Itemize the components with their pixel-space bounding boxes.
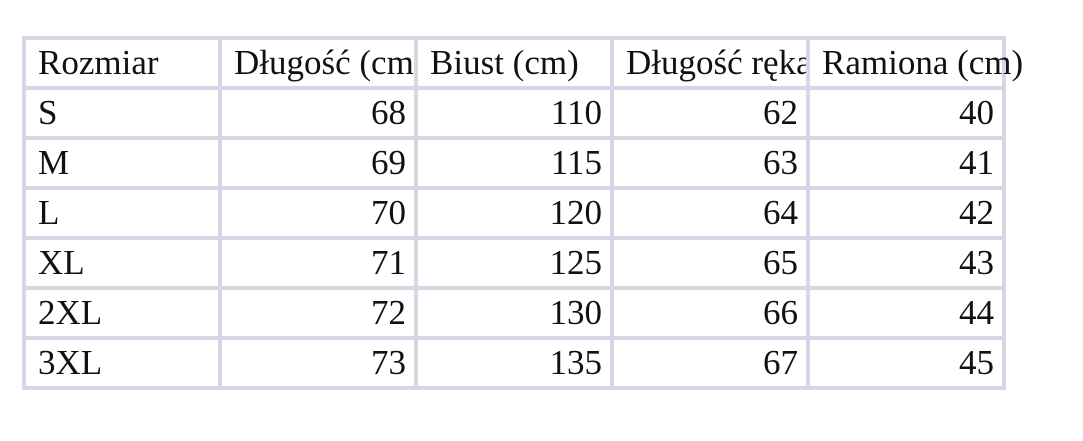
header-row: Rozmiar Długość (cm) Biust (cm) Długość …: [22, 36, 1023, 90]
table-row: 3XL 73 135 67 45: [22, 336, 1006, 390]
cell-sleeve-length: 62: [610, 86, 810, 140]
cell-length: 71: [218, 236, 418, 290]
cell-sleeve-length: 66: [610, 286, 810, 340]
table-row: S 68 110 62 40: [22, 86, 1006, 140]
cell-chest: 115: [414, 136, 614, 190]
cell-length: 68: [218, 86, 418, 140]
header-chest: Biust (cm): [414, 36, 614, 90]
cell-shoulders: 40: [806, 86, 1006, 140]
cell-chest: 120: [414, 186, 614, 240]
cell-shoulders: 43: [806, 236, 1006, 290]
cell-chest: 135: [414, 336, 614, 390]
cell-sleeve-length: 65: [610, 236, 810, 290]
table-row: L 70 120 64 42: [22, 186, 1006, 240]
cell-shoulders: 41: [806, 136, 1006, 190]
cell-size: 2XL: [22, 286, 222, 340]
cell-size: 3XL: [22, 336, 222, 390]
cell-shoulders: 45: [806, 336, 1006, 390]
cell-sleeve-length: 67: [610, 336, 810, 390]
cell-length: 69: [218, 136, 418, 190]
header-length: Długość (cm): [218, 36, 418, 90]
cell-size: L: [22, 186, 222, 240]
cell-size: XL: [22, 236, 222, 290]
header-sleeve-length: Długość rękawa (cm): [610, 36, 810, 90]
cell-length: 72: [218, 286, 418, 340]
cell-size: M: [22, 136, 222, 190]
cell-chest: 125: [414, 236, 614, 290]
cell-shoulders: 44: [806, 286, 1006, 340]
cell-sleeve-length: 64: [610, 186, 810, 240]
cell-shoulders: 42: [806, 186, 1006, 240]
cell-length: 70: [218, 186, 418, 240]
size-chart-table: Rozmiar Długość (cm) Biust (cm) Długość …: [22, 36, 1023, 390]
cell-chest: 110: [414, 86, 614, 140]
cell-length: 73: [218, 336, 418, 390]
table-row: M 69 115 63 41: [22, 136, 1006, 190]
header-shoulders: Ramiona (cm): [806, 36, 1023, 90]
cell-sleeve-length: 63: [610, 136, 810, 190]
cell-size: S: [22, 86, 222, 140]
header-size: Rozmiar: [22, 36, 222, 90]
table-row: 2XL 72 130 66 44: [22, 286, 1006, 340]
table-row: XL 71 125 65 43: [22, 236, 1006, 290]
cell-chest: 130: [414, 286, 614, 340]
